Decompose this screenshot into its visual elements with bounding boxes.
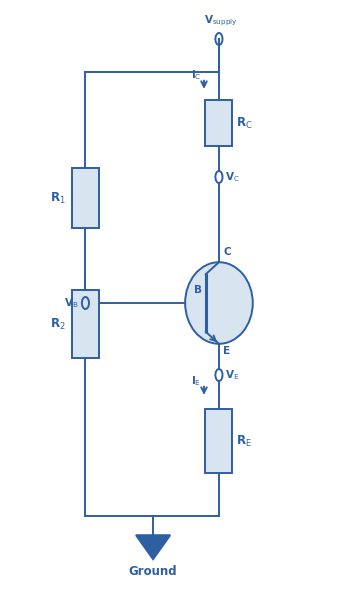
Text: V$_{\rm B}$: V$_{\rm B}$ [64, 296, 79, 310]
Text: E: E [223, 346, 230, 356]
Bar [205, 409, 232, 473]
Text: I$_{\rm E}$: I$_{\rm E}$ [191, 374, 201, 388]
Bar [205, 100, 232, 146]
Text: R$_{\rm 1}$: R$_{\rm 1}$ [50, 190, 66, 206]
Text: C: C [223, 247, 231, 257]
Bar [72, 169, 99, 227]
Text: V$_{\rm C}$: V$_{\rm C}$ [225, 170, 240, 184]
Text: R$_{\rm C}$: R$_{\rm C}$ [236, 115, 252, 131]
Text: Ground: Ground [129, 565, 177, 578]
Bar [72, 290, 99, 358]
Text: R$_{\rm E}$: R$_{\rm E}$ [236, 433, 252, 449]
Text: R$_{\rm 2}$: R$_{\rm 2}$ [50, 316, 66, 332]
Text: I$_{\rm C}$: I$_{\rm C}$ [190, 68, 201, 82]
Ellipse shape [185, 262, 253, 344]
Polygon shape [136, 535, 170, 559]
Text: V$_{\rm supply}$: V$_{\rm supply}$ [204, 14, 238, 28]
Text: V$_{\rm E}$: V$_{\rm E}$ [225, 368, 240, 382]
Text: B: B [194, 285, 202, 295]
